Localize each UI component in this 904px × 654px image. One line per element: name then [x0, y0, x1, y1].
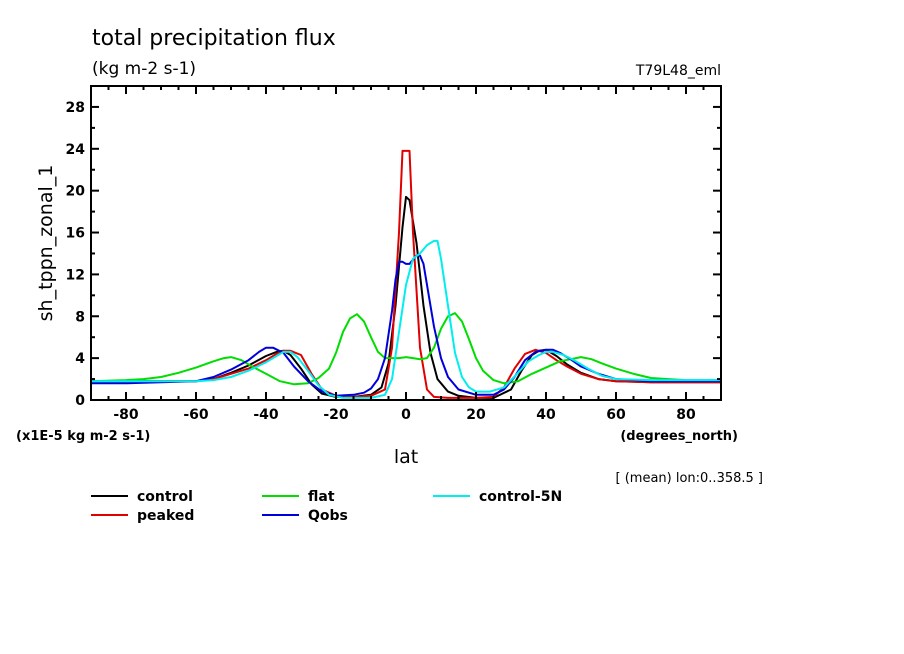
- legend-label: control: [137, 489, 193, 505]
- legend: control peaked flat Qobs control-5N: [91, 489, 562, 524]
- x-axis-units: (degrees_north): [620, 429, 738, 444]
- y-tick-label: 24: [66, 142, 86, 158]
- legend-item-control: control: [91, 489, 193, 505]
- legend-item-flat: flat: [262, 489, 335, 505]
- x-tick-labels: -80 -60 -40 -20 0 20 40 60 80: [113, 407, 696, 423]
- legend-label: peaked: [137, 508, 194, 524]
- x-tick-label: -80: [113, 407, 139, 423]
- chart-tag: T79L48_eml: [635, 63, 721, 79]
- y-tick-label: 20: [66, 184, 86, 200]
- x-tick-label: 20: [466, 407, 486, 423]
- x-tick-label: 0: [401, 407, 411, 423]
- legend-label: Qobs: [308, 508, 348, 524]
- legend-label: control-5N: [479, 489, 562, 505]
- x-axis-label: lat: [394, 446, 418, 468]
- y-tick-labels: 0 4 8 12 16 20 24 28: [66, 100, 86, 409]
- y-tick-label: 16: [66, 226, 85, 242]
- y-tick-label: 4: [75, 351, 85, 367]
- chart-title: total precipitation flux: [92, 26, 336, 51]
- series-line-peaked: [91, 149, 721, 399]
- x-tick-label: -40: [253, 407, 279, 423]
- x-tick-label: 80: [676, 407, 696, 423]
- x-tick-label: 60: [606, 407, 626, 423]
- legend-item-peaked: peaked: [91, 508, 194, 524]
- legend-item-qobs: Qobs: [262, 508, 348, 524]
- y-tick-label: 8: [75, 309, 85, 325]
- y-axis-label: sh_tppn_zonal_1: [35, 165, 57, 322]
- x-tick-label: 40: [536, 407, 556, 423]
- series-line-control: [91, 195, 721, 399]
- legend-item-control-5n: control-5N: [433, 489, 562, 505]
- y-tick-label: 28: [66, 100, 85, 116]
- chart-note: [ (mean) lon:0..358.5 ]: [616, 471, 764, 486]
- y-tick-label: 12: [66, 267, 85, 283]
- y-axis-units: (x1E-5 kg m-2 s-1): [16, 429, 150, 444]
- chart-subtitle: (kg m-2 s-1): [92, 59, 196, 79]
- series-layer: [90, 149, 721, 399]
- series-line-control-5n: [91, 239, 721, 399]
- x-tick-label: -20: [323, 407, 349, 423]
- x-tick-label: -60: [183, 407, 209, 423]
- series-line-qobs: [91, 254, 721, 397]
- ticks-layer: [90, 85, 722, 401]
- legend-label: flat: [308, 489, 335, 505]
- y-tick-label: 0: [75, 393, 85, 409]
